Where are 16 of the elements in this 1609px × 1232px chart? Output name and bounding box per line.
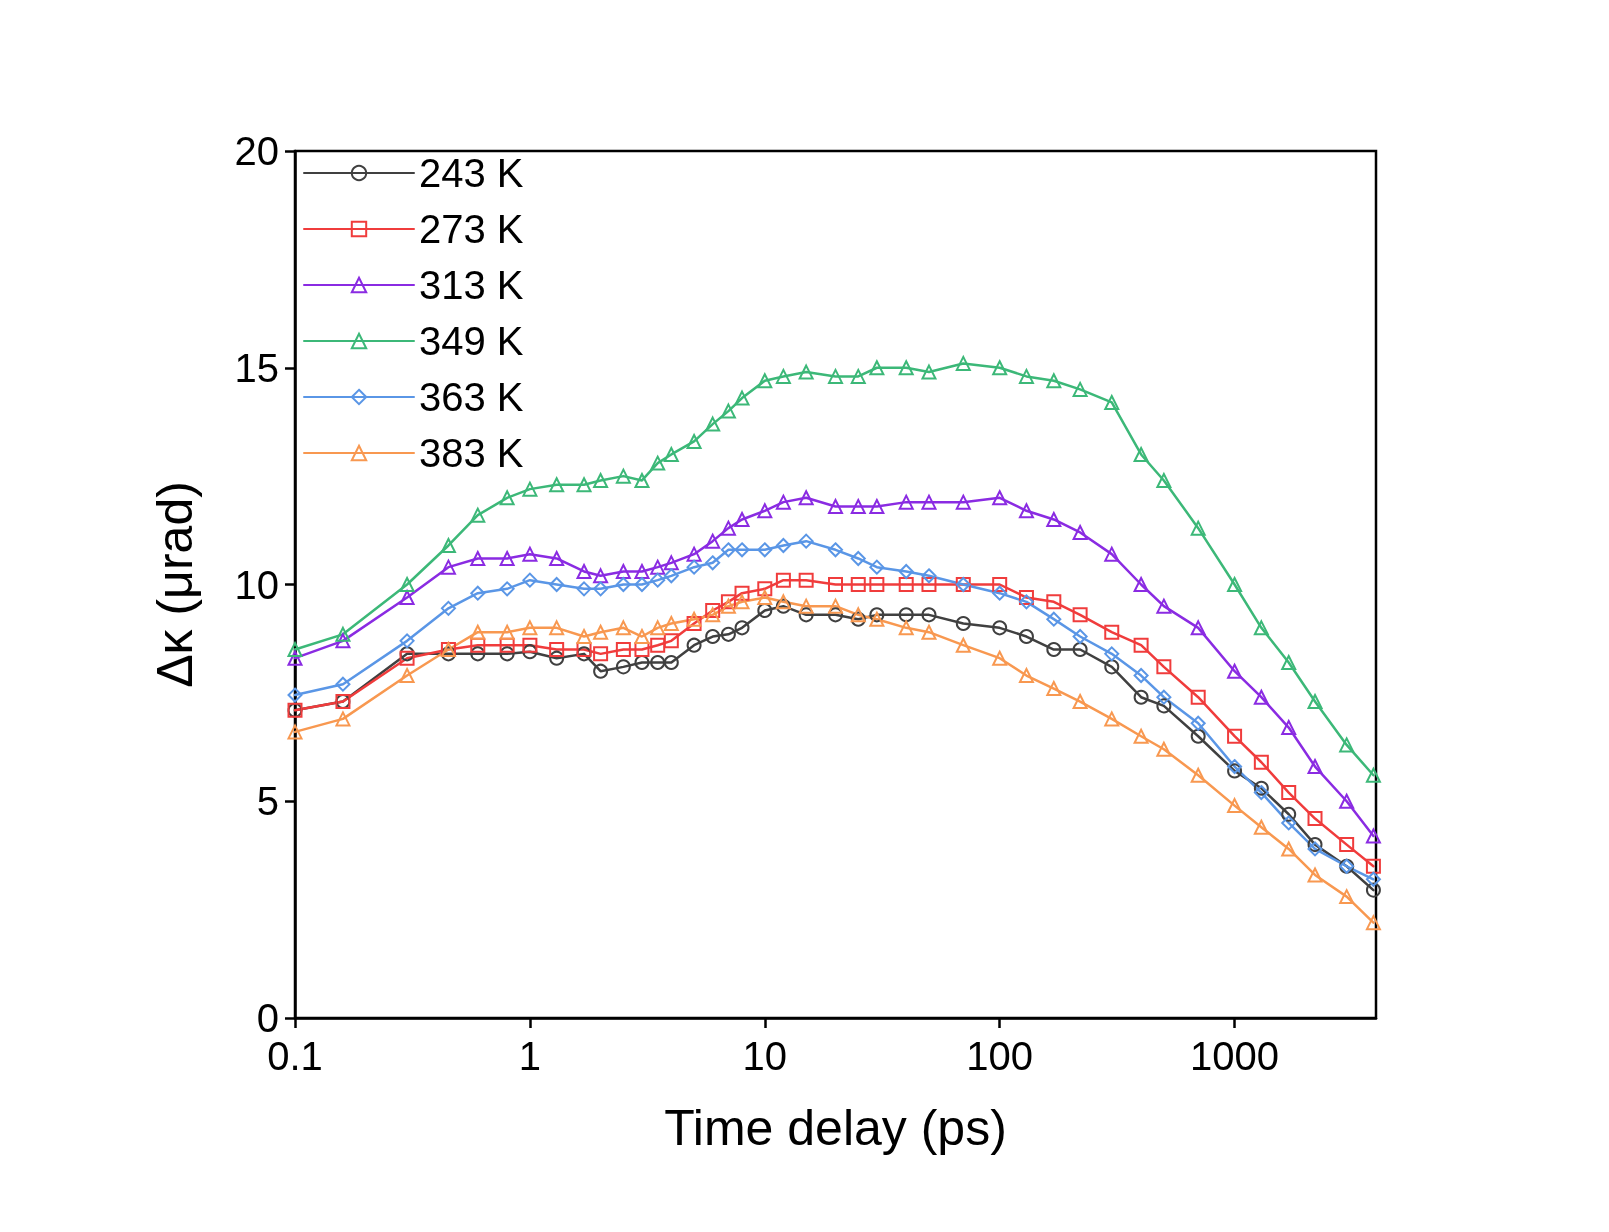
y-tick-label: 15 xyxy=(234,345,279,390)
legend-label: 363 K xyxy=(419,375,524,419)
y-tick-label: 10 xyxy=(234,562,279,607)
legend-label: 349 K xyxy=(419,319,524,363)
x-tick-label: 1000 xyxy=(1190,1034,1280,1078)
y-axis-title: Δκ (μrad) xyxy=(147,481,203,688)
y-tick-label: 20 xyxy=(234,129,279,173)
legend-label: 313 K xyxy=(419,263,524,307)
legend-label: 383 K xyxy=(419,431,524,475)
x-tick-label: 100 xyxy=(966,1034,1034,1078)
legend-label: 273 K xyxy=(419,207,524,251)
x-tick-label: 10 xyxy=(742,1034,788,1078)
x-tick-label: 1 xyxy=(518,1034,542,1078)
x-axis-title: Time delay (ps) xyxy=(664,1100,1007,1156)
y-tick-label: 5 xyxy=(256,779,279,824)
legend-label: 243 K xyxy=(419,151,524,195)
